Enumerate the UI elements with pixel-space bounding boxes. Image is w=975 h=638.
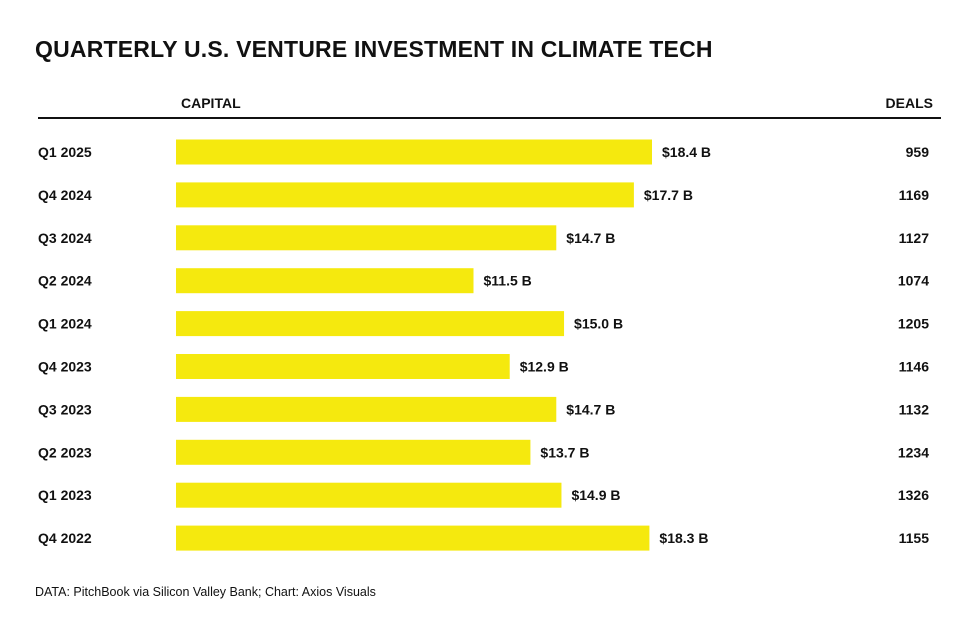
category-label: Q2 2024: [38, 273, 92, 289]
capital-bar: [176, 439, 531, 465]
category-label: Q4 2024: [38, 187, 92, 203]
deals-value-label: 1155: [899, 530, 930, 546]
deals-value-label: 1326: [898, 487, 929, 503]
capital-bar: [176, 354, 510, 379]
deals-value-label: 959: [906, 144, 930, 160]
category-label: Q1 2024: [38, 316, 92, 332]
capital-value-label: $17.7 B: [644, 187, 693, 203]
deals-value-label: 1074: [898, 273, 929, 289]
capital-bar: [176, 225, 557, 251]
category-label: Q1 2023: [38, 487, 92, 503]
category-label: Q4 2022: [38, 530, 92, 546]
capital-value-label: $18.4 B: [662, 144, 711, 160]
capital-bar: [176, 525, 650, 551]
deals-value-label: 1132: [899, 401, 930, 417]
deals-value-label: 1234: [898, 444, 929, 460]
capital-bar: [176, 311, 565, 337]
capital-value-label: $15.0 B: [574, 316, 623, 332]
category-label: Q1 2025: [38, 144, 92, 160]
capital-bar: [176, 139, 652, 165]
source-note: DATA: PitchBook via Silicon Valley Bank;…: [35, 585, 376, 599]
deals-value-label: 1169: [899, 187, 930, 203]
deals-column-header: DEALS: [885, 95, 933, 111]
category-label: Q3 2024: [38, 230, 92, 246]
category-label: Q3 2023: [38, 401, 92, 417]
capital-bar: [176, 182, 634, 208]
deals-value-label: 1146: [899, 359, 930, 375]
capital-value-label: $11.5 B: [484, 273, 532, 289]
deals-value-label: 1127: [899, 230, 930, 246]
capital-column-header: CAPITAL: [181, 95, 241, 111]
chart-title: QUARTERLY U.S. VENTURE INVESTMENT IN CLI…: [35, 36, 713, 62]
header-rule: [38, 117, 941, 119]
capital-value-label: $14.9 B: [571, 487, 620, 503]
capital-value-label: $14.7 B: [566, 230, 615, 246]
capital-value-label: $12.9 B: [520, 359, 569, 375]
capital-bar: [176, 482, 562, 508]
capital-bar: [176, 268, 474, 294]
capital-value-label: $14.7 B: [566, 401, 615, 417]
category-label: Q2 2023: [38, 444, 92, 460]
category-label: Q4 2023: [38, 359, 92, 375]
capital-bar: [176, 396, 557, 422]
capital-value-label: $13.7 B: [540, 444, 589, 460]
capital-value-label: $18.3 B: [659, 530, 708, 546]
deals-value-label: 1205: [898, 316, 929, 332]
